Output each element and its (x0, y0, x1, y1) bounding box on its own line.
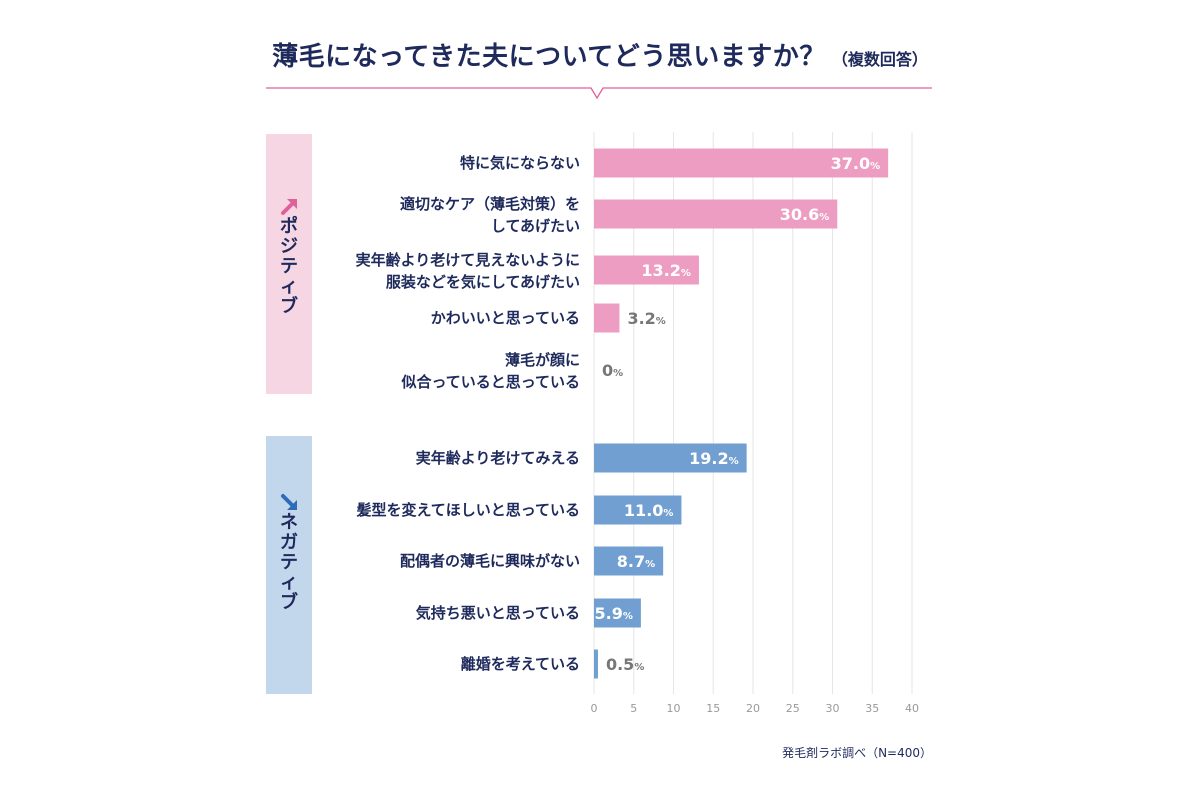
x-tick-label: 5 (630, 702, 637, 715)
group-name-char: ブ (280, 295, 298, 317)
group-name-char: ネ (280, 512, 298, 533)
chart-subtitle: （複数回答） (831, 50, 928, 69)
value-label: 5.9% (595, 604, 633, 623)
title-underline (266, 87, 932, 100)
group-name-char: ィ (280, 572, 298, 593)
bar (594, 148, 889, 178)
down-right-arrow-head (287, 500, 297, 510)
x-tick-label: 35 (865, 702, 879, 715)
bar (594, 199, 838, 229)
group-name-char: テ (280, 552, 298, 573)
category-label: 髪型を変えてほしいと思っている (355, 501, 580, 519)
x-tick-label: 25 (786, 702, 800, 715)
group-name-char: ブ (280, 591, 298, 613)
group-band (266, 436, 312, 694)
bar (594, 598, 641, 628)
category-label: 特に気にならない (460, 154, 580, 172)
category-label: 実年齢より老けて見えないように (356, 251, 580, 269)
category-label: 似合っていると思っている (400, 373, 580, 391)
up-right-arrow (281, 202, 294, 215)
value-label: 19.2% (689, 449, 739, 468)
category-label: 実年齢より老けてみえる (416, 449, 580, 467)
group-name-char: ガ (280, 532, 298, 553)
x-tick-label: 20 (746, 702, 760, 715)
bar (594, 495, 682, 525)
source-note: 発毛剤ラボ調べ（N=400） (782, 746, 932, 760)
category-label: かわいいと思っている (431, 309, 580, 327)
group-name-char: ィ (280, 276, 298, 297)
up-right-arrow-head (287, 199, 297, 209)
category-label: 気持ち悪いと思っている (416, 604, 580, 622)
category-label: 配偶者の薄毛に興味がない (400, 552, 580, 570)
value-label: 13.2% (641, 261, 691, 280)
category-label: 服装などを気にしてあげたい (386, 273, 580, 291)
category-label: 適切なケア（薄毛対策）を (400, 195, 580, 213)
x-tick-label: 10 (667, 702, 681, 715)
value-label: 11.0% (624, 501, 674, 520)
group-name-char: ジ (280, 236, 298, 257)
value-label: 0.5% (606, 655, 644, 674)
x-tick-label: 40 (905, 702, 919, 715)
group-band (266, 134, 312, 394)
x-tick-label: 15 (706, 702, 720, 715)
bar (594, 443, 747, 473)
x-tick-label: 0 (591, 702, 598, 715)
value-label: 37.0% (831, 154, 881, 173)
x-tick-label: 30 (826, 702, 840, 715)
group-name-char: テ (280, 256, 298, 277)
bar (594, 255, 699, 285)
down-right-arrow (281, 494, 294, 507)
group-name-char: ポ (280, 215, 298, 237)
chart-title: 薄毛になってきた夫についてどう思いますか？ (272, 42, 826, 72)
category-label: 離婚を考えている (461, 655, 580, 673)
category-label: してあげたい (491, 217, 580, 235)
value-label: 30.6% (780, 205, 830, 224)
bar (594, 546, 664, 576)
bar (594, 649, 598, 679)
category-label: 薄毛が顔に (505, 351, 580, 369)
bar (594, 303, 620, 333)
value-label: 8.7% (617, 552, 655, 571)
value-label: 0% (602, 361, 623, 380)
value-label: 3.2% (627, 309, 665, 328)
chart-title-block: 薄毛になってきた夫についてどう思いますか？ （複数回答） (0, 36, 1200, 73)
